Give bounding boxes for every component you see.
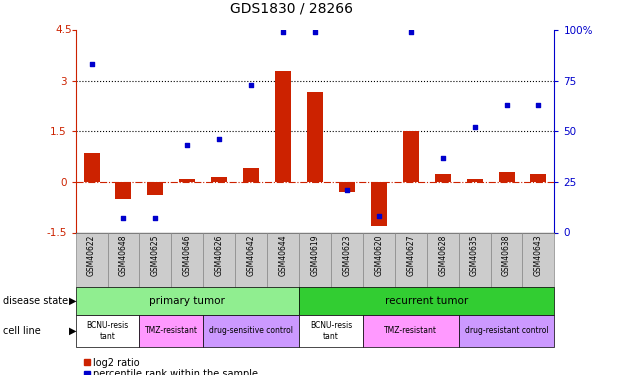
Text: GSM40627: GSM40627 xyxy=(406,234,415,276)
Bar xyxy=(211,177,227,182)
Bar xyxy=(139,232,171,287)
Text: drug-sensitive control: drug-sensitive control xyxy=(209,326,293,335)
Text: GSM40646: GSM40646 xyxy=(183,234,192,276)
Bar xyxy=(498,172,515,182)
Text: primary tumor: primary tumor xyxy=(149,296,226,306)
Bar xyxy=(403,131,419,182)
Text: TMZ-resistant: TMZ-resistant xyxy=(145,326,198,335)
Text: recurrent tumor: recurrent tumor xyxy=(385,296,468,306)
Text: BCNU-resis
tant: BCNU-resis tant xyxy=(86,321,129,340)
Text: ▶: ▶ xyxy=(69,326,76,336)
Bar xyxy=(435,174,450,182)
Bar xyxy=(235,232,267,287)
Text: GSM40643: GSM40643 xyxy=(534,234,543,276)
Point xyxy=(182,142,192,148)
Text: GSM40620: GSM40620 xyxy=(374,234,383,276)
Bar xyxy=(139,315,203,347)
Point xyxy=(501,102,512,108)
Text: GSM40638: GSM40638 xyxy=(502,234,511,276)
Text: 4.5: 4.5 xyxy=(56,25,72,35)
Bar xyxy=(243,168,259,182)
Legend: log2 ratio, percentile rank within the sample: log2 ratio, percentile rank within the s… xyxy=(81,354,262,375)
Text: GSM40626: GSM40626 xyxy=(215,234,224,276)
Bar xyxy=(267,232,299,287)
Bar xyxy=(307,93,323,182)
Point xyxy=(374,213,384,219)
Bar xyxy=(147,182,163,195)
Point xyxy=(310,29,320,35)
Text: GSM40642: GSM40642 xyxy=(247,234,256,276)
Text: GDS1830 / 28266: GDS1830 / 28266 xyxy=(229,1,353,15)
Bar xyxy=(491,232,522,287)
Point xyxy=(534,102,544,108)
Bar xyxy=(108,232,139,287)
Bar xyxy=(530,174,546,182)
Text: GSM40623: GSM40623 xyxy=(343,234,352,276)
Bar xyxy=(371,182,387,226)
Bar xyxy=(427,232,459,287)
Bar xyxy=(395,232,427,287)
Bar xyxy=(459,315,554,347)
Text: drug-resistant control: drug-resistant control xyxy=(465,326,548,335)
Text: disease state: disease state xyxy=(3,296,68,306)
Bar xyxy=(84,153,100,182)
Bar xyxy=(363,315,459,347)
Point xyxy=(342,187,352,193)
Bar xyxy=(467,178,483,182)
Bar xyxy=(76,287,299,315)
Text: GSM40644: GSM40644 xyxy=(278,234,287,276)
Bar xyxy=(299,287,554,315)
Point xyxy=(118,215,129,221)
Text: GSM40625: GSM40625 xyxy=(151,234,160,276)
Bar xyxy=(459,232,491,287)
Point xyxy=(86,62,96,68)
Point xyxy=(214,136,224,142)
Text: GSM40635: GSM40635 xyxy=(470,234,479,276)
Text: TMZ-resistant: TMZ-resistant xyxy=(384,326,437,335)
Bar xyxy=(203,232,235,287)
Bar xyxy=(299,232,331,287)
Bar xyxy=(522,232,554,287)
Text: GSM40619: GSM40619 xyxy=(311,234,319,276)
Point xyxy=(438,154,448,160)
Bar xyxy=(339,182,355,192)
Text: GSM40628: GSM40628 xyxy=(438,234,447,276)
Point xyxy=(469,124,479,130)
Bar xyxy=(363,232,395,287)
Point xyxy=(246,82,256,88)
Bar xyxy=(115,182,132,199)
Bar xyxy=(76,232,108,287)
Bar xyxy=(171,232,203,287)
Text: cell line: cell line xyxy=(3,326,41,336)
Text: ▶: ▶ xyxy=(69,296,76,306)
Bar xyxy=(331,232,363,287)
Point xyxy=(278,29,288,35)
Bar xyxy=(76,315,139,347)
Text: GSM40648: GSM40648 xyxy=(119,234,128,276)
Text: GSM40622: GSM40622 xyxy=(87,234,96,276)
Text: BCNU-resis
tant: BCNU-resis tant xyxy=(310,321,352,340)
Point xyxy=(406,29,416,35)
Bar xyxy=(275,70,291,182)
Bar xyxy=(203,315,299,347)
Point xyxy=(151,215,161,221)
Bar xyxy=(299,315,363,347)
Bar xyxy=(180,179,195,182)
